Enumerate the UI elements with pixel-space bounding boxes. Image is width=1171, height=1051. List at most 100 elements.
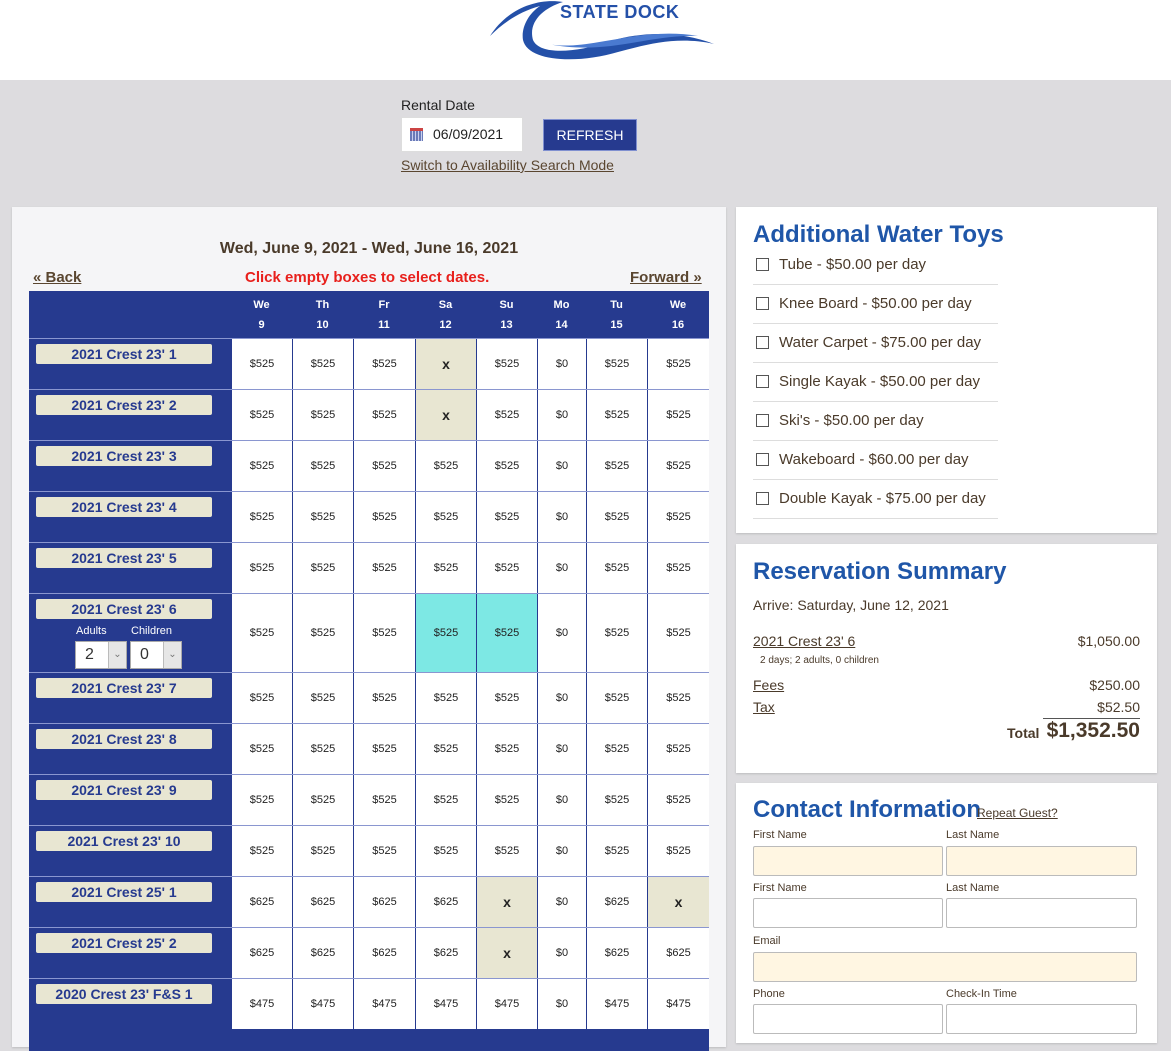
date-cell[interactable]: $525 <box>586 390 647 440</box>
date-cell[interactable]: $525 <box>415 594 476 672</box>
date-cell[interactable]: $525 <box>476 826 537 876</box>
switch-mode-link[interactable]: Switch to Availability Search Mode <box>401 157 614 173</box>
forward-link[interactable]: Forward » <box>630 269 702 286</box>
water-toy-option[interactable]: Ski's - $50.00 per day <box>753 402 998 441</box>
date-cell[interactable]: $525 <box>586 775 647 825</box>
date-cell[interactable]: $525 <box>353 724 415 774</box>
date-cell[interactable]: $525 <box>292 826 353 876</box>
checkbox[interactable] <box>756 375 769 388</box>
date-cell[interactable]: $0 <box>537 390 586 440</box>
date-cell[interactable]: $525 <box>647 441 709 491</box>
date-cell[interactable]: $525 <box>353 339 415 389</box>
date-cell[interactable]: $525 <box>476 673 537 723</box>
first-name-input-2[interactable] <box>753 898 943 928</box>
date-cell[interactable]: $525 <box>353 492 415 542</box>
date-cell[interactable]: $525 <box>586 594 647 672</box>
date-cell[interactable]: $525 <box>353 390 415 440</box>
children-select[interactable]: 0 ⌄ <box>130 641 182 669</box>
date-cell[interactable]: $525 <box>292 492 353 542</box>
date-cell[interactable]: $525 <box>231 724 292 774</box>
date-cell[interactable]: $525 <box>476 339 537 389</box>
water-toy-option[interactable]: Double Kayak - $75.00 per day <box>753 480 998 519</box>
boat-name-button[interactable]: 2021 Crest 23' 7 <box>36 678 212 698</box>
last-name-input-2[interactable] <box>946 898 1137 928</box>
date-cell[interactable]: $525 <box>415 775 476 825</box>
date-cell[interactable]: $525 <box>647 826 709 876</box>
refresh-button[interactable]: REFRESH <box>543 119 637 151</box>
date-cell[interactable]: $0 <box>537 826 586 876</box>
date-cell[interactable]: $625 <box>353 877 415 927</box>
back-link[interactable]: « Back <box>33 269 82 286</box>
date-cell[interactable]: $525 <box>292 339 353 389</box>
adults-select[interactable]: 2 ⌄ <box>75 641 127 669</box>
date-cell[interactable]: $625 <box>292 877 353 927</box>
date-cell[interactable]: $475 <box>292 979 353 1029</box>
checkin-time-input[interactable] <box>946 1004 1137 1034</box>
checkbox[interactable] <box>756 492 769 505</box>
date-cell[interactable]: $525 <box>586 441 647 491</box>
date-cell[interactable]: $525 <box>415 724 476 774</box>
date-cell[interactable]: $525 <box>476 492 537 542</box>
boat-name-button[interactable]: 2021 Crest 23' 2 <box>36 395 212 415</box>
date-cell[interactable]: $525 <box>476 543 537 593</box>
date-cell[interactable]: $525 <box>231 543 292 593</box>
checkbox[interactable] <box>756 414 769 427</box>
date-cell[interactable]: $525 <box>353 594 415 672</box>
date-cell[interactable]: $525 <box>292 441 353 491</box>
date-cell[interactable]: $525 <box>292 390 353 440</box>
date-cell[interactable]: $525 <box>353 673 415 723</box>
date-cell[interactable]: $625 <box>647 928 709 978</box>
rental-date-input[interactable]: 06/09/2021 <box>401 117 523 152</box>
date-cell[interactable]: $525 <box>415 441 476 491</box>
date-cell[interactable]: $625 <box>586 928 647 978</box>
date-cell[interactable]: $525 <box>231 775 292 825</box>
date-cell[interactable]: $525 <box>476 594 537 672</box>
date-cell[interactable]: $525 <box>415 543 476 593</box>
date-cell[interactable]: $475 <box>647 979 709 1029</box>
date-cell[interactable]: $525 <box>231 594 292 672</box>
checkbox[interactable] <box>756 336 769 349</box>
date-cell[interactable]: $625 <box>415 928 476 978</box>
date-cell[interactable]: $0 <box>537 724 586 774</box>
date-cell[interactable]: $525 <box>231 492 292 542</box>
date-cell[interactable]: $0 <box>537 441 586 491</box>
date-cell[interactable]: $525 <box>353 775 415 825</box>
boat-name-button[interactable]: 2021 Crest 23' 4 <box>36 497 212 517</box>
water-toy-option[interactable]: Water Carpet - $75.00 per day <box>753 324 998 363</box>
boat-name-button[interactable]: 2021 Crest 25' 2 <box>36 933 212 953</box>
date-cell[interactable]: $525 <box>231 826 292 876</box>
date-cell[interactable]: $525 <box>647 775 709 825</box>
date-cell[interactable]: $525 <box>647 543 709 593</box>
calendar-icon[interactable] <box>410 128 423 141</box>
date-cell[interactable]: $525 <box>353 826 415 876</box>
boat-name-button[interactable]: 2021 Crest 23' 1 <box>36 344 212 364</box>
date-cell[interactable]: $475 <box>415 979 476 1029</box>
boat-name-button[interactable]: 2021 Crest 25' 1 <box>36 882 212 902</box>
date-cell[interactable]: $0 <box>537 492 586 542</box>
water-toy-option[interactable]: Single Kayak - $50.00 per day <box>753 363 998 402</box>
date-cell[interactable]: $525 <box>586 492 647 542</box>
date-cell[interactable]: $525 <box>586 724 647 774</box>
email-input[interactable] <box>753 952 1137 982</box>
boat-name-button[interactable]: 2021 Crest 23' 3 <box>36 446 212 466</box>
date-cell[interactable]: $0 <box>537 877 586 927</box>
date-cell[interactable]: $525 <box>292 543 353 593</box>
date-cell[interactable]: $525 <box>586 543 647 593</box>
date-cell[interactable]: $525 <box>353 441 415 491</box>
date-cell[interactable]: $525 <box>231 441 292 491</box>
date-cell[interactable]: $525 <box>292 724 353 774</box>
boat-link[interactable]: 2021 Crest 23' 6 <box>753 633 856 649</box>
checkbox[interactable] <box>756 297 769 310</box>
repeat-guest-link[interactable]: Repeat Guest? <box>977 806 1058 820</box>
date-cell[interactable]: $525 <box>647 339 709 389</box>
boat-name-button[interactable]: 2021 Crest 23' 6 <box>36 599 212 619</box>
date-cell[interactable]: $525 <box>231 339 292 389</box>
checkbox[interactable] <box>756 453 769 466</box>
date-cell[interactable]: $0 <box>537 928 586 978</box>
date-cell[interactable]: $525 <box>647 673 709 723</box>
date-cell[interactable]: $625 <box>231 877 292 927</box>
boat-name-button[interactable]: 2021 Crest 23' 5 <box>36 548 212 568</box>
date-cell[interactable]: $525 <box>292 673 353 723</box>
date-cell[interactable]: $475 <box>353 979 415 1029</box>
date-cell[interactable]: $625 <box>415 877 476 927</box>
